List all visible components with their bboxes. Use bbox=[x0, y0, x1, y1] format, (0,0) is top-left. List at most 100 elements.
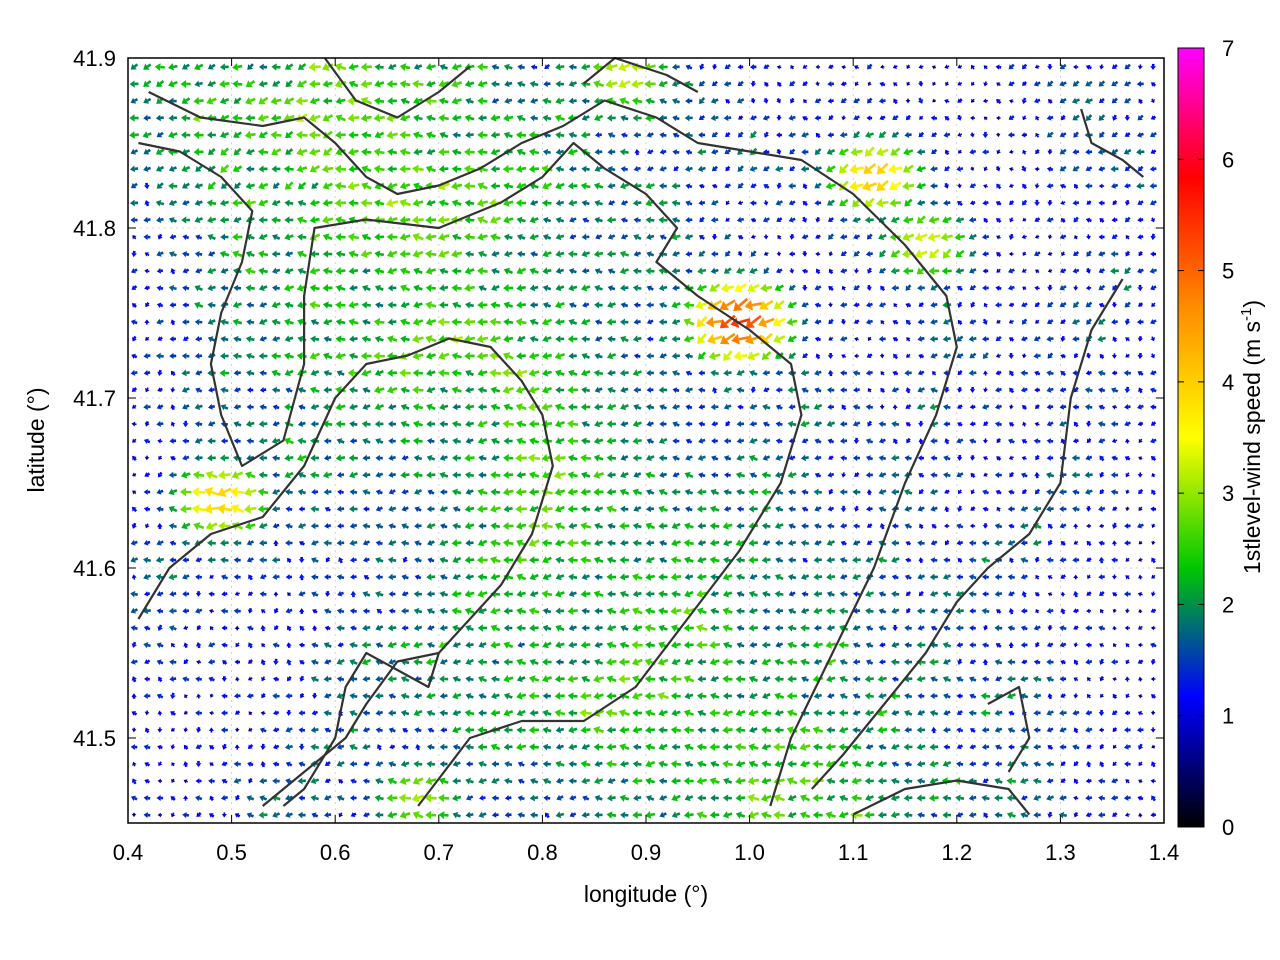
wind-arrow bbox=[361, 148, 372, 157]
wind-arrow bbox=[155, 148, 165, 155]
wind-arrow bbox=[1124, 63, 1131, 70]
wind-arrow bbox=[451, 63, 462, 71]
wind-arrow bbox=[334, 62, 347, 72]
wind-arrow bbox=[181, 131, 191, 139]
wind-arrow bbox=[568, 97, 577, 105]
wind-arrow bbox=[685, 64, 693, 71]
wind-arrow bbox=[853, 115, 860, 121]
wind-arrow bbox=[208, 148, 216, 155]
wind-arrow bbox=[386, 130, 398, 140]
wind-arrow bbox=[737, 131, 744, 138]
wind-arrow bbox=[594, 114, 604, 122]
wind-arrow bbox=[1073, 131, 1079, 138]
wind-arrow bbox=[1111, 131, 1119, 138]
wind-arrow bbox=[1150, 63, 1156, 71]
wind-arrow bbox=[930, 115, 938, 121]
wind-arrow bbox=[944, 149, 950, 156]
wind-arrow bbox=[750, 114, 757, 121]
wind-arrow bbox=[1035, 148, 1040, 155]
wind-arrow bbox=[374, 97, 385, 106]
wind-arrow bbox=[296, 164, 308, 173]
wind-arrow bbox=[802, 115, 809, 121]
wind-arrow bbox=[309, 147, 321, 157]
wind-arrow bbox=[867, 81, 872, 87]
wind-arrow bbox=[764, 81, 769, 87]
wind-arrow bbox=[957, 132, 963, 137]
wind-arrow bbox=[476, 62, 488, 72]
wind-arrow bbox=[490, 165, 500, 173]
wind-arrow bbox=[931, 65, 937, 70]
wind-arrow bbox=[943, 131, 951, 138]
wind-arrow bbox=[156, 79, 165, 88]
wind-arrow bbox=[595, 131, 602, 138]
wind-arrow bbox=[373, 164, 385, 174]
wind-arrow bbox=[143, 148, 151, 155]
wind-arrow bbox=[956, 114, 962, 121]
wind-arrow bbox=[452, 131, 461, 139]
wind-arrow bbox=[633, 165, 641, 172]
wind-arrow bbox=[1059, 131, 1067, 138]
wind-arrow bbox=[776, 64, 782, 70]
wind-arrow bbox=[1059, 97, 1067, 104]
wind-arrow bbox=[620, 114, 629, 122]
wind-arrow bbox=[1124, 216, 1131, 223]
wind-arrow bbox=[864, 146, 875, 157]
wind-arrow bbox=[712, 64, 718, 70]
colorbar-tick-label: 1 bbox=[1222, 704, 1234, 729]
wind-arrow bbox=[982, 98, 988, 104]
wind-arrow bbox=[1123, 148, 1132, 155]
wind-arrow bbox=[233, 147, 242, 156]
wind-arrow bbox=[581, 165, 590, 173]
wind-arrow bbox=[180, 80, 191, 88]
wind-arrow bbox=[1035, 115, 1040, 121]
wind-arrow bbox=[815, 64, 820, 70]
wind-arrow bbox=[1073, 64, 1079, 70]
wind-arrow bbox=[1150, 98, 1155, 104]
wind-arrow bbox=[374, 131, 385, 139]
wind-arrow bbox=[308, 113, 321, 123]
wind-arrow bbox=[155, 114, 164, 122]
wind-arrow bbox=[373, 147, 385, 157]
wind-arrow bbox=[516, 114, 526, 122]
wind-arrow bbox=[348, 63, 359, 71]
wind-arrow bbox=[1047, 149, 1053, 155]
wind-arrow bbox=[491, 97, 500, 104]
wind-arrow bbox=[995, 64, 1002, 70]
wind-arrow bbox=[607, 132, 616, 139]
wind-arrow bbox=[996, 98, 1002, 105]
x-tick-label: 1.4 bbox=[1149, 840, 1180, 865]
wind-arrow bbox=[697, 148, 707, 156]
wind-arrow bbox=[1072, 148, 1080, 155]
wind-arrow bbox=[1059, 63, 1067, 70]
wind-arrow bbox=[283, 165, 294, 173]
wind-arrow bbox=[1048, 98, 1053, 104]
wind-arrow bbox=[789, 148, 796, 155]
wind-arrow bbox=[477, 80, 488, 88]
wind-arrow bbox=[194, 63, 204, 71]
wind-arrow bbox=[530, 64, 538, 71]
wind-arrow bbox=[244, 130, 256, 140]
wind-arrow bbox=[129, 114, 139, 122]
wind-arrow bbox=[815, 132, 821, 139]
wind-arrow bbox=[258, 96, 269, 105]
wind-arrow bbox=[323, 147, 333, 156]
wind-arrow bbox=[776, 148, 782, 155]
wind-arrow bbox=[840, 97, 848, 104]
wind-arrow bbox=[1085, 80, 1093, 87]
wind-arrow bbox=[969, 148, 977, 155]
wind-arrow bbox=[1022, 63, 1028, 70]
wind-arrow bbox=[605, 79, 618, 89]
wind-arrow bbox=[1021, 97, 1028, 104]
wind-arrow bbox=[995, 132, 1001, 138]
wind-arrow bbox=[672, 132, 680, 139]
wind-arrow bbox=[672, 115, 680, 122]
wind-arrow bbox=[491, 64, 500, 71]
wind-arrow bbox=[1008, 63, 1015, 70]
wind-arrow bbox=[789, 80, 796, 87]
wind-arrow bbox=[413, 148, 423, 156]
wind-arrow bbox=[621, 132, 628, 139]
wind-arrow bbox=[232, 62, 243, 71]
wind-arrow bbox=[154, 63, 165, 71]
wind-arrow bbox=[917, 97, 924, 104]
wind-arrow bbox=[413, 63, 423, 70]
